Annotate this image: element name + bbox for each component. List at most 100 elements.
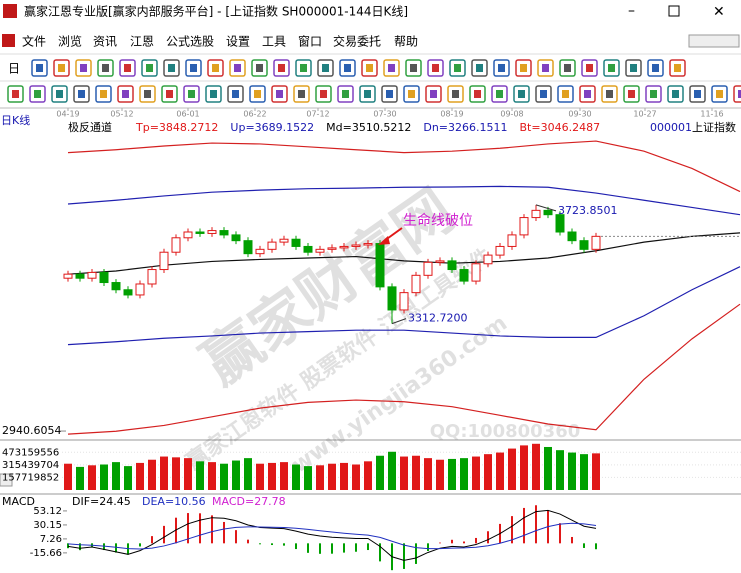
volume-bar [184,458,192,490]
menu-item[interactable]: 帮助 [394,35,418,49]
volume-bar [208,462,216,490]
breakdown-arrowhead [378,236,390,245]
watermark-text: QQ:100800360 [430,421,581,442]
candle-body [579,240,589,250]
candle-body [219,230,229,236]
date-label: 06-22 [243,110,266,119]
toolbar-glyph [58,64,65,72]
volume-bar [88,465,96,490]
toolbar-glyph [366,64,373,72]
volume-bar [376,455,384,490]
toolbar-glyph [694,90,701,98]
toolbar-glyph [452,90,459,98]
candle-body [75,273,85,279]
candle-body [267,241,277,250]
volume-bar [328,463,336,490]
volume-bar [544,446,552,490]
volume-bar [304,466,312,490]
candle-body [507,234,517,247]
menu-item[interactable]: 工具 [262,35,286,49]
candle-body [87,271,97,279]
toolbar-glyph [498,64,505,72]
toolbar-glyph [476,64,483,72]
candle-body [447,260,457,271]
indicator-param: Tp=3848.2712 [135,121,218,134]
menu-item[interactable]: 资讯 [93,35,117,49]
volume-bar [508,448,516,490]
toolbar-glyph [254,90,261,98]
toolbar-glyph [100,90,107,98]
menu-item[interactable]: 文件 [22,34,46,49]
candle-body [519,217,529,236]
candle-body [315,248,325,253]
volume-bar [160,456,168,490]
volume-bar [520,445,528,490]
menu-item[interactable]: 交易委托 [333,34,381,49]
menu-item[interactable]: 公式选股 [166,35,214,49]
toolbar-glyph [190,64,197,72]
volume-bar [232,460,240,490]
channel-line [67,232,741,275]
scroll-button[interactable] [0,473,13,487]
toolbar-glyph [716,90,723,98]
toolbar-glyph [608,64,615,72]
toolbar-glyph [606,90,613,98]
toolbar-glyph [232,90,239,98]
candle-body [375,243,385,288]
toolbar-glyph [80,64,87,72]
channel-line [67,185,741,216]
candle-body [291,238,301,247]
menu-item[interactable]: 设置 [226,35,250,49]
toolbar-glyph [410,64,417,72]
period-label: 日K线 [1,113,30,127]
candle-body [207,230,217,234]
candle-body [459,269,469,282]
minimize-button[interactable]: – [628,3,635,19]
candle-body [531,209,541,219]
period-selector[interactable]: 日 [8,62,20,76]
breakdown-label: 生命线破位 [403,212,473,229]
date-label: 10-27 [633,110,656,119]
toolbar-glyph [188,90,195,98]
dea-label: DEA=10.56 [142,495,206,508]
menu-item[interactable]: 浏览 [58,34,82,49]
app-icon [3,4,17,18]
date-label: 11-16 [700,110,723,119]
indicator-name: 极反通道 [68,120,112,134]
maximize-button[interactable] [668,5,680,17]
toolbar-glyph [102,64,109,72]
volume-bar [148,459,156,490]
menu-item[interactable]: 江恩 [130,35,154,49]
candle-body [339,245,349,249]
toolbar-glyph [652,64,659,72]
candle-body [435,260,445,263]
candle-body [111,282,121,291]
candle-body [303,245,313,253]
candle-body [363,243,373,246]
toolbar-glyph [586,64,593,72]
toolbar-glyph [122,90,129,98]
toolbar-glyph [430,90,437,98]
candle-body [99,271,109,284]
menu-item[interactable]: 窗口 [298,35,322,49]
toolbar-glyph [540,90,547,98]
low-label: 3312.7200 [408,312,468,325]
indicator-param: Md=3510.5212 [326,121,411,134]
date-label: 09-30 [568,110,591,119]
candle-body [243,240,253,255]
toolbar-glyph [650,90,657,98]
toolbar-glyph [300,64,307,72]
close-button[interactable]: ✕ [713,4,725,20]
mdi-buttons[interactable] [688,34,740,48]
candle-body [591,235,601,250]
volume-bar [388,451,396,490]
candle-body [483,254,493,265]
toolbar-glyph [564,64,571,72]
candle-body [255,248,265,255]
macd-tick-label: 53.12 [33,506,62,517]
volume-bar [268,462,276,490]
toolbar-glyph [388,64,395,72]
candle-body [135,283,145,296]
volume-bar [592,453,600,490]
